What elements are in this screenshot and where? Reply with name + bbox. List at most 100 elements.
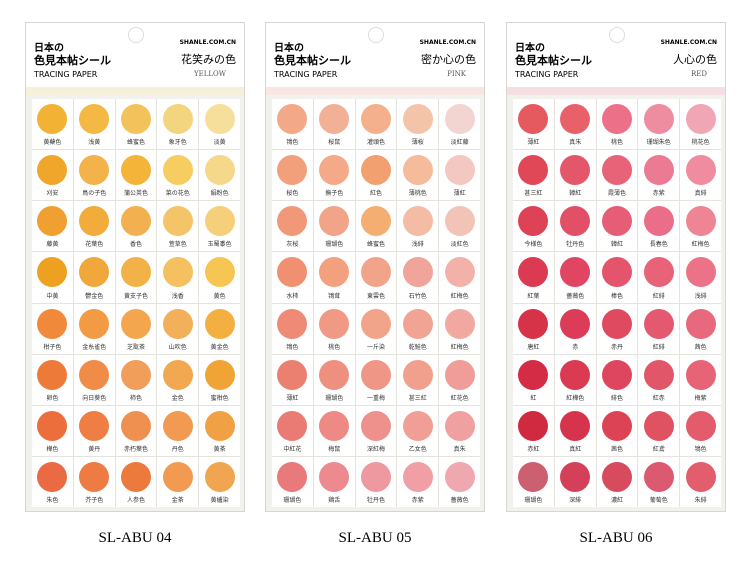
swatch-cell: 浅緋 bbox=[680, 252, 721, 303]
swatch-cell: 蜂蜜色 bbox=[115, 99, 157, 150]
swatch-grid: 薄紅 真朱 桃色 珊瑚朱色 桃花色 甚三紅 韓紅 霞薄色 赤紫 真緋 今様色 牡丹色 韓紅 長春色 紅梅色紅… bbox=[513, 99, 721, 507]
swatch-cell: 黄櫨染 bbox=[199, 456, 240, 507]
swatch-cell: 紅 bbox=[513, 354, 554, 405]
swatch-cell: 乾鮭色 bbox=[397, 303, 439, 354]
color-name: 淡紅藤 bbox=[450, 139, 469, 147]
color-swatch bbox=[204, 155, 235, 186]
color-name: 紅色 bbox=[369, 190, 382, 198]
site-url: SHANLE.COM.CN bbox=[179, 39, 236, 46]
color-swatch bbox=[518, 206, 549, 237]
color-name: 赤朽葉色 bbox=[123, 445, 148, 453]
swatch-cell: 乙女色 bbox=[397, 405, 439, 456]
swatch-cell: 梅鼠 bbox=[313, 405, 355, 456]
swatch-cell: 唐紅 bbox=[513, 303, 554, 354]
color-swatch bbox=[120, 206, 151, 237]
swatch-cell: 象牙色 bbox=[157, 99, 199, 150]
color-name: 紅樺色 bbox=[566, 394, 585, 402]
color-swatch bbox=[120, 359, 151, 390]
color-name: 中紅花 bbox=[283, 445, 302, 453]
color-swatch bbox=[79, 155, 110, 186]
swatch-cell: 薄紅 bbox=[513, 99, 554, 150]
theme-name: 密か心の色 bbox=[421, 53, 476, 66]
swatch-cell: 鳥の子色 bbox=[73, 150, 115, 201]
swatch-cell: 浅黄 bbox=[73, 99, 115, 150]
color-swatch bbox=[37, 359, 68, 390]
color-name: 薄紅 bbox=[527, 139, 540, 147]
color-swatch bbox=[162, 359, 193, 390]
color-swatch bbox=[601, 410, 632, 441]
swatch-cell: 蒲公英色 bbox=[115, 150, 157, 201]
color-name: 萱草色 bbox=[168, 241, 187, 249]
color-name: 向日葵色 bbox=[82, 394, 107, 402]
header-band bbox=[507, 87, 725, 95]
swatch-cell: 赤紫 bbox=[638, 150, 680, 201]
color-name: 菜の花色 bbox=[165, 190, 190, 198]
color-swatch bbox=[277, 257, 308, 288]
color-swatch bbox=[120, 410, 151, 441]
color-name: 山吹色 bbox=[168, 343, 187, 351]
swatch-cell: 樺色 bbox=[32, 405, 73, 456]
color-name: 鴇色 bbox=[286, 343, 299, 351]
swatch-cell: 薄紅 bbox=[439, 150, 480, 201]
color-swatch bbox=[360, 257, 391, 288]
color-name: 浅黄 bbox=[88, 139, 101, 147]
sticker-sheet: 日本の 色見本帖シール SHANLE.COM.CN TRACING PAPER 密か心の… bbox=[265, 22, 485, 512]
subtitle: TRACING PAPER bbox=[34, 70, 98, 79]
color-name: 灰桜 bbox=[286, 241, 299, 249]
swatch-cell: 韓紅 bbox=[596, 201, 638, 252]
swatch-cell: 藤黄 bbox=[32, 201, 73, 252]
swatch-cell: 紅鳶 bbox=[638, 405, 680, 456]
color-name: 柿色 bbox=[129, 394, 142, 402]
color-name: 赤丹 bbox=[610, 343, 623, 351]
color-name: 鶏舌 bbox=[328, 497, 341, 504]
color-swatch bbox=[162, 410, 193, 441]
title-line: 色見本帖シール bbox=[515, 54, 592, 67]
swatch-cell: 紅樺色 bbox=[554, 354, 596, 405]
swatch-cell: 真朱 bbox=[554, 99, 596, 150]
swatch-cell: 水柿 bbox=[272, 252, 313, 303]
swatch-cell: 梅紫 bbox=[680, 354, 721, 405]
color-name: 金茶 bbox=[171, 497, 184, 504]
color-name: 深緋 bbox=[569, 497, 582, 504]
swatch-cell: 赤 bbox=[554, 303, 596, 354]
sticker-sheet: 日本の 色見本帖シール SHANLE.COM.CN TRACING PAPER 人心の色… bbox=[506, 22, 726, 512]
title-line: 色見本帖シール bbox=[34, 54, 111, 67]
color-swatch bbox=[560, 206, 591, 237]
color-name: 金糸雀色 bbox=[82, 343, 107, 351]
color-name: 紅梅色 bbox=[450, 343, 469, 351]
color-name: 撫子色 bbox=[325, 190, 344, 198]
color-swatch bbox=[360, 308, 391, 339]
swatch-cell: 薔薇色 bbox=[554, 252, 596, 303]
swatch-cell: 珊瑚色 bbox=[313, 201, 355, 252]
color-name: 東雲色 bbox=[366, 292, 385, 300]
color-swatch bbox=[685, 308, 716, 339]
product-code: SL-ABU 05 bbox=[338, 530, 412, 546]
color-name: 芥子色 bbox=[85, 497, 104, 504]
color-name: 絹粉色 bbox=[210, 190, 229, 198]
color-name: 灌頭色 bbox=[366, 139, 385, 147]
swatch-cell: 芥子色 bbox=[73, 456, 115, 507]
swatch-cell: 一重梅 bbox=[355, 354, 397, 405]
swatch-cell: 玉蜀黍色 bbox=[199, 201, 240, 252]
swatch-cell: 茜色 bbox=[680, 303, 721, 354]
swatch-cell: 中紅花 bbox=[272, 405, 313, 456]
theme-english: RED bbox=[691, 70, 707, 78]
swatch-cell: 赤丹 bbox=[596, 303, 638, 354]
color-swatch bbox=[319, 410, 350, 441]
color-swatch bbox=[518, 155, 549, 186]
swatch-cell: 緋色 bbox=[596, 354, 638, 405]
product-code: SL-ABU 06 bbox=[579, 530, 653, 546]
color-swatch bbox=[360, 155, 391, 186]
color-name: 蜜柑色 bbox=[210, 394, 229, 402]
swatch-grid: 黄蘗色 浅黄 蜂蜜色 象牙色 淡黄 刈安 鳥の子色 蒲公英色 菜の花色 絹粉色 藤黄 花葉色 香色 萱草色… bbox=[32, 99, 240, 507]
color-name: 紅梅色 bbox=[450, 292, 469, 300]
sticker-sheet: 日本の 色見本帖シール SHANLE.COM.CN TRACING PAPER 花笑みの… bbox=[25, 22, 245, 512]
color-name: 黄茶 bbox=[213, 445, 226, 453]
color-swatch bbox=[360, 461, 391, 492]
color-swatch bbox=[560, 257, 591, 288]
swatch-cell: 棒色 bbox=[596, 252, 638, 303]
swatch-cell: 朱緋 bbox=[680, 456, 721, 507]
swatch-cell: 金糸雀色 bbox=[73, 303, 115, 354]
color-swatch bbox=[79, 359, 110, 390]
color-swatch bbox=[444, 155, 475, 186]
